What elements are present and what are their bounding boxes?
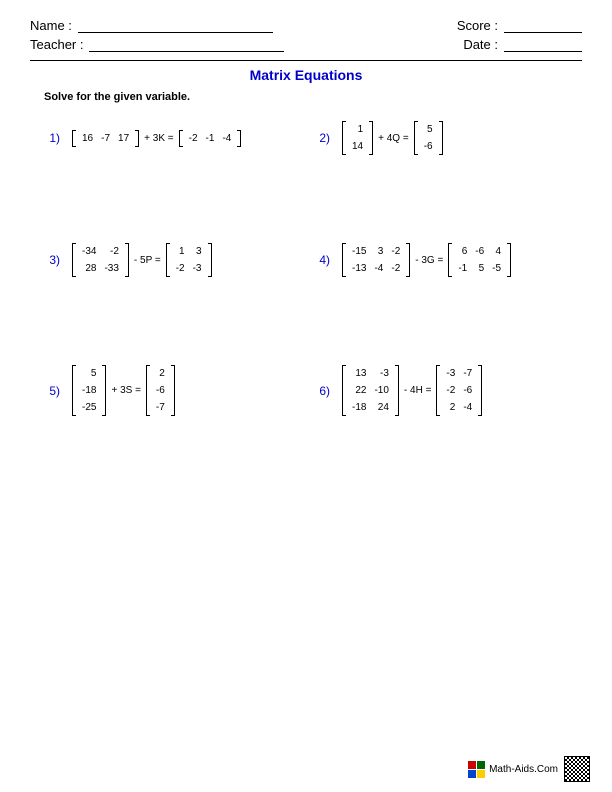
- problem-number: 2): [306, 131, 340, 145]
- score-field: Score :: [457, 18, 582, 33]
- problem: 6)13-322-10-1824 - 4H =-3-7-2-62-4: [306, 365, 576, 416]
- teacher-label: Teacher :: [30, 37, 83, 52]
- date-field: Date :: [463, 37, 582, 52]
- matrix-cell: 17: [114, 130, 133, 147]
- matrix-cell: -15: [348, 243, 370, 260]
- matrix-cell: -2: [185, 130, 202, 147]
- matrix-cell: -10: [370, 382, 392, 399]
- matrix-cell: 22: [348, 382, 370, 399]
- problem-number: 6): [306, 384, 340, 398]
- matrix: -34-228-33: [72, 243, 129, 277]
- matrix-cell: 4: [488, 243, 505, 260]
- matrix-cell: -5: [488, 260, 505, 277]
- matrix-cell: 5: [471, 260, 488, 277]
- matrix-cell: -18: [348, 399, 370, 416]
- matrix-cell: -4: [459, 399, 476, 416]
- problem-number: 1): [36, 131, 70, 145]
- matrix-cell: 24: [370, 399, 392, 416]
- problem-number: 5): [36, 384, 70, 398]
- date-blank: [504, 38, 582, 52]
- matrix: 16-717: [72, 130, 139, 147]
- matrix-cell: 1: [172, 243, 189, 260]
- matrix-cell: 3: [189, 243, 206, 260]
- equation-operator: + 4Q =: [378, 133, 409, 144]
- problem-number: 4): [306, 253, 340, 267]
- matrix: 13-322-10-1824: [342, 365, 399, 416]
- matrix-cell: -2: [172, 260, 189, 277]
- matrix-cell: -3: [442, 365, 459, 382]
- matrix-cell: -2: [387, 243, 404, 260]
- problem-number: 3): [36, 253, 70, 267]
- teacher-field: Teacher :: [30, 37, 284, 52]
- equation-operator: + 3K =: [144, 133, 173, 144]
- matrix-cell: 13: [348, 365, 370, 382]
- matrix: 6-64 -15-5: [448, 243, 511, 277]
- matrix-cell: -34: [78, 243, 100, 260]
- teacher-blank: [89, 38, 284, 52]
- name-field: Name :: [30, 18, 273, 33]
- matrix-cell: -33: [100, 260, 122, 277]
- equation-operator: + 3S =: [111, 385, 140, 396]
- matrix-cell: -7: [97, 130, 114, 147]
- matrix-cell: -13: [348, 260, 370, 277]
- name-label: Name :: [30, 18, 72, 33]
- matrix-cell: 1: [348, 121, 367, 138]
- matrix-cell: -6: [152, 382, 169, 399]
- matrix-cell: -2: [100, 243, 122, 260]
- problem-grid: 1)16-717 + 3K =-2-1-42)114 + 4Q =5-63)-3…: [30, 121, 582, 416]
- matrix: -2-1-4: [179, 130, 242, 147]
- matrix-cell: 2: [152, 365, 169, 382]
- matrix-cell: -6: [420, 138, 437, 155]
- name-blank: [78, 19, 273, 33]
- page-title: Matrix Equations: [30, 67, 582, 83]
- matrix-cell: -18: [78, 382, 100, 399]
- matrix-cell: -1: [202, 130, 219, 147]
- matrix-cell: 2: [442, 399, 459, 416]
- footer-text: Math-Aids.Com: [489, 764, 558, 775]
- matrix-cell: 14: [348, 138, 367, 155]
- matrix-cell: -3: [189, 260, 206, 277]
- matrix-cell: -7: [152, 399, 169, 416]
- equation-operator: - 5P =: [134, 255, 161, 266]
- matrix-cell: 3: [370, 243, 387, 260]
- matrix: 114: [342, 121, 373, 155]
- instruction: Solve for the given variable.: [44, 91, 582, 103]
- matrix-cell: 5: [78, 365, 100, 382]
- matrix-cell: 16: [78, 130, 97, 147]
- date-label: Date :: [463, 37, 498, 52]
- problem: 1)16-717 + 3K =-2-1-4: [36, 121, 306, 155]
- score-label: Score :: [457, 18, 498, 33]
- matrix: 5-6: [414, 121, 443, 155]
- footer: Math-Aids.Com: [468, 756, 590, 782]
- problem: 4)-153-2-13-4-2 - 3G =6-64-15-5: [306, 243, 576, 277]
- matrix: -3-7-2-62-4: [436, 365, 482, 416]
- matrix-cell: -6: [471, 243, 488, 260]
- matrix-cell: -4: [218, 130, 235, 147]
- matrix-cell: -7: [459, 365, 476, 382]
- matrix-cell: 6: [454, 243, 471, 260]
- equation-operator: - 3G =: [415, 255, 443, 266]
- footer-icon: [468, 761, 485, 778]
- score-blank: [504, 19, 582, 33]
- matrix-cell: 28: [78, 260, 100, 277]
- qr-code-icon: [564, 756, 590, 782]
- matrix: 5-18-25: [72, 365, 106, 416]
- matrix-cell: -6: [459, 382, 476, 399]
- matrix: -153-2 -13-4-2: [342, 243, 410, 277]
- matrix-cell: -2: [387, 260, 404, 277]
- problem: 2)114 + 4Q =5-6: [306, 121, 576, 155]
- matrix-cell: -25: [78, 399, 100, 416]
- problem: 5)5-18-25 + 3S =2-6-7: [36, 365, 306, 416]
- matrix: 13-2-3: [166, 243, 212, 277]
- matrix-cell: -1: [454, 260, 471, 277]
- divider: [30, 60, 582, 61]
- problem: 3)-34-228-33 - 5P =13-2-3: [36, 243, 306, 277]
- matrix-cell: 5: [420, 121, 437, 138]
- matrix-cell: -2: [442, 382, 459, 399]
- equation-operator: - 4H =: [404, 385, 432, 396]
- matrix: 2-6-7: [146, 365, 175, 416]
- matrix-cell: -4: [370, 260, 387, 277]
- matrix-cell: -3: [370, 365, 392, 382]
